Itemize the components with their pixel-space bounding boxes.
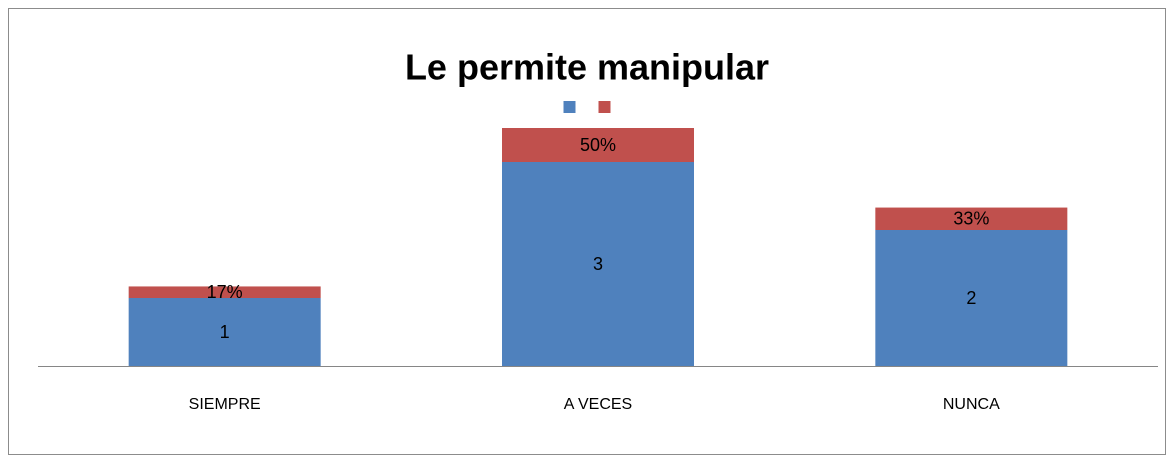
- legend-swatch: [563, 101, 576, 113]
- bar-segment: [128, 286, 321, 298]
- bar-segment: [502, 162, 694, 366]
- bar-segment: [875, 207, 1068, 230]
- legend-swatch: [598, 101, 611, 113]
- x-tick-label: NUNCA: [943, 396, 1000, 413]
- x-tick-label: SIEMPRE: [189, 396, 261, 413]
- data-label: 33%: [953, 209, 989, 229]
- bar-segment: [128, 298, 321, 366]
- chart-title: Le permite manipular: [405, 47, 769, 88]
- bar-segment: [502, 128, 694, 162]
- data-label: 2: [966, 288, 976, 308]
- data-label: 1: [220, 322, 230, 342]
- bar-segment: [875, 230, 1068, 366]
- x-tick-label: A VECES: [564, 396, 632, 413]
- data-label: 17%: [207, 282, 243, 302]
- data-label: 50%: [580, 135, 616, 155]
- data-label: 3: [593, 254, 603, 274]
